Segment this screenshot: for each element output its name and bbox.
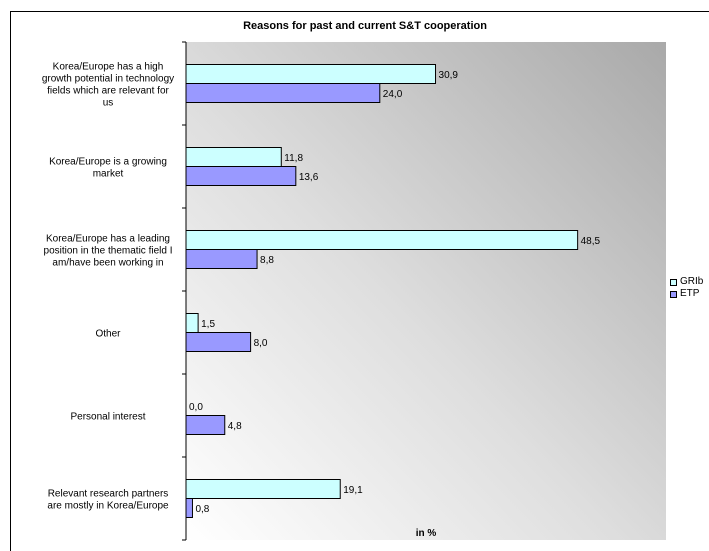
legend-swatch-series-1	[670, 278, 677, 286]
category-label-3: position in the thematic field I	[44, 246, 173, 257]
bar-etp-6	[185, 498, 193, 518]
bar-grib-2	[185, 147, 282, 167]
category-label-4: Other	[95, 329, 121, 340]
legend-swatch-series-2	[670, 290, 677, 298]
data-label-etp-1: 24,0	[383, 89, 403, 100]
data-label-grib-6: 19,1	[343, 485, 363, 496]
category-label-2: Korea/Europe is a growing	[49, 157, 167, 168]
data-label-etp-5: 4,8	[228, 421, 242, 432]
legend: GRIb ETP	[670, 276, 703, 300]
category-label-3: Korea/Europe has a leading	[46, 234, 170, 245]
bar-grib-3	[185, 230, 579, 250]
x-axis-label: in %	[416, 528, 437, 539]
bar-grib-1	[185, 64, 437, 84]
category-label-6: Relevant research partners	[48, 489, 169, 500]
data-label-etp-4: 8,0	[254, 338, 268, 349]
bar-etp-3	[185, 249, 258, 269]
legend-item-series-2: ETP	[670, 288, 703, 300]
legend-item-series-1: GRIb	[670, 276, 703, 288]
data-label-etp-3: 8,8	[260, 255, 274, 266]
legend-label-series-1: GRIb	[680, 276, 704, 287]
bar-etp-2	[185, 166, 297, 186]
category-label-2: market	[93, 169, 124, 180]
data-label-grib-4: 1,5	[201, 319, 215, 330]
category-label-1: Korea/Europe has a high	[53, 62, 164, 73]
legend-label-series-2: ETP	[680, 288, 700, 299]
plot-area	[186, 42, 666, 540]
data-label-grib-2: 11,8	[284, 153, 303, 164]
category-label-5: Personal interest	[70, 412, 145, 423]
category-label-1: growth potential in technology	[42, 74, 174, 85]
category-label-1: us	[103, 98, 114, 109]
data-label-grib-5: 0,0	[189, 402, 203, 413]
bar-etp-4	[185, 332, 252, 352]
data-label-grib-1: 30,9	[439, 70, 459, 81]
category-label-3: am/have been working in	[52, 258, 163, 269]
category-label-6: are mostly in Korea/Europe	[47, 501, 169, 512]
category-label-1: fields which are relevant for	[47, 86, 169, 97]
chart-title: Reasons for past and current S&T coopera…	[243, 20, 487, 32]
data-label-etp-2: 13,6	[299, 172, 319, 183]
bar-etp-1	[185, 83, 381, 103]
bar-grib-4	[185, 313, 199, 333]
data-label-etp-6: 0,8	[195, 504, 209, 515]
bar-etp-5	[185, 415, 226, 435]
bar-grib-6	[185, 479, 341, 499]
data-label-grib-3: 48,5	[581, 236, 601, 247]
